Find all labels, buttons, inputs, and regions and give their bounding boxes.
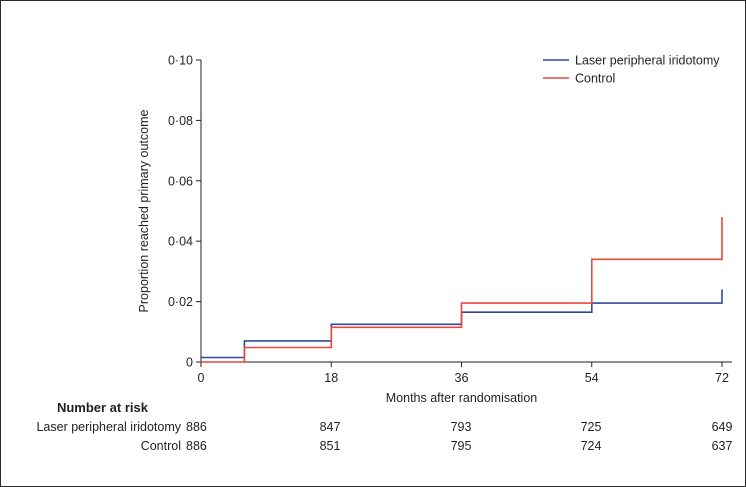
risk-value: 886 (186, 420, 207, 434)
x-axis-title: Months after randomisation (386, 391, 538, 405)
y-tick-label: 0·08 (168, 114, 193, 128)
risk-row-label: Laser peripheral iridotomy (36, 420, 181, 434)
x-tick-label: 72 (715, 371, 729, 385)
risk-value: 649 (712, 420, 733, 434)
axes: 0 0·02 0·04 0·06 0·08 0·10 0 18 36 54 72 Months aft… (137, 54, 732, 405)
series-line-control (201, 217, 723, 363)
risk-value: 847 (320, 420, 341, 434)
risk-value: 725 (581, 420, 602, 434)
y-axis-title: Proportion reached primary outcome (137, 110, 151, 313)
x-tick-label: 0 (198, 371, 205, 385)
y-tick-label: 0·02 (168, 295, 193, 309)
risk-value: 793 (451, 420, 472, 434)
y-tick-label: 0·04 (168, 235, 193, 249)
risk-value: 851 (320, 439, 341, 453)
risk-value: 724 (581, 439, 602, 453)
y-tick-label: 0 (186, 356, 193, 370)
x-tick-label: 54 (585, 371, 599, 385)
y-tick-label: 0·06 (168, 174, 193, 188)
risk-row-label: Control (141, 439, 181, 453)
risk-table-title: Number at risk (57, 400, 149, 415)
risk-value: 637 (712, 439, 733, 453)
plot-area (201, 217, 723, 363)
x-tick-label: 36 (455, 371, 469, 385)
legend-label: Control (575, 72, 615, 86)
risk-table: Number at risk Laser peripheral iridotomy… (36, 400, 732, 453)
legend: Laser peripheral iridotomy Control (543, 54, 720, 86)
y-tick-label: 0·10 (168, 54, 193, 68)
x-tick-label: 18 (324, 371, 338, 385)
risk-value: 795 (451, 439, 472, 453)
legend-label: Laser peripheral iridotomy (575, 54, 720, 68)
risk-value: 886 (186, 439, 207, 453)
